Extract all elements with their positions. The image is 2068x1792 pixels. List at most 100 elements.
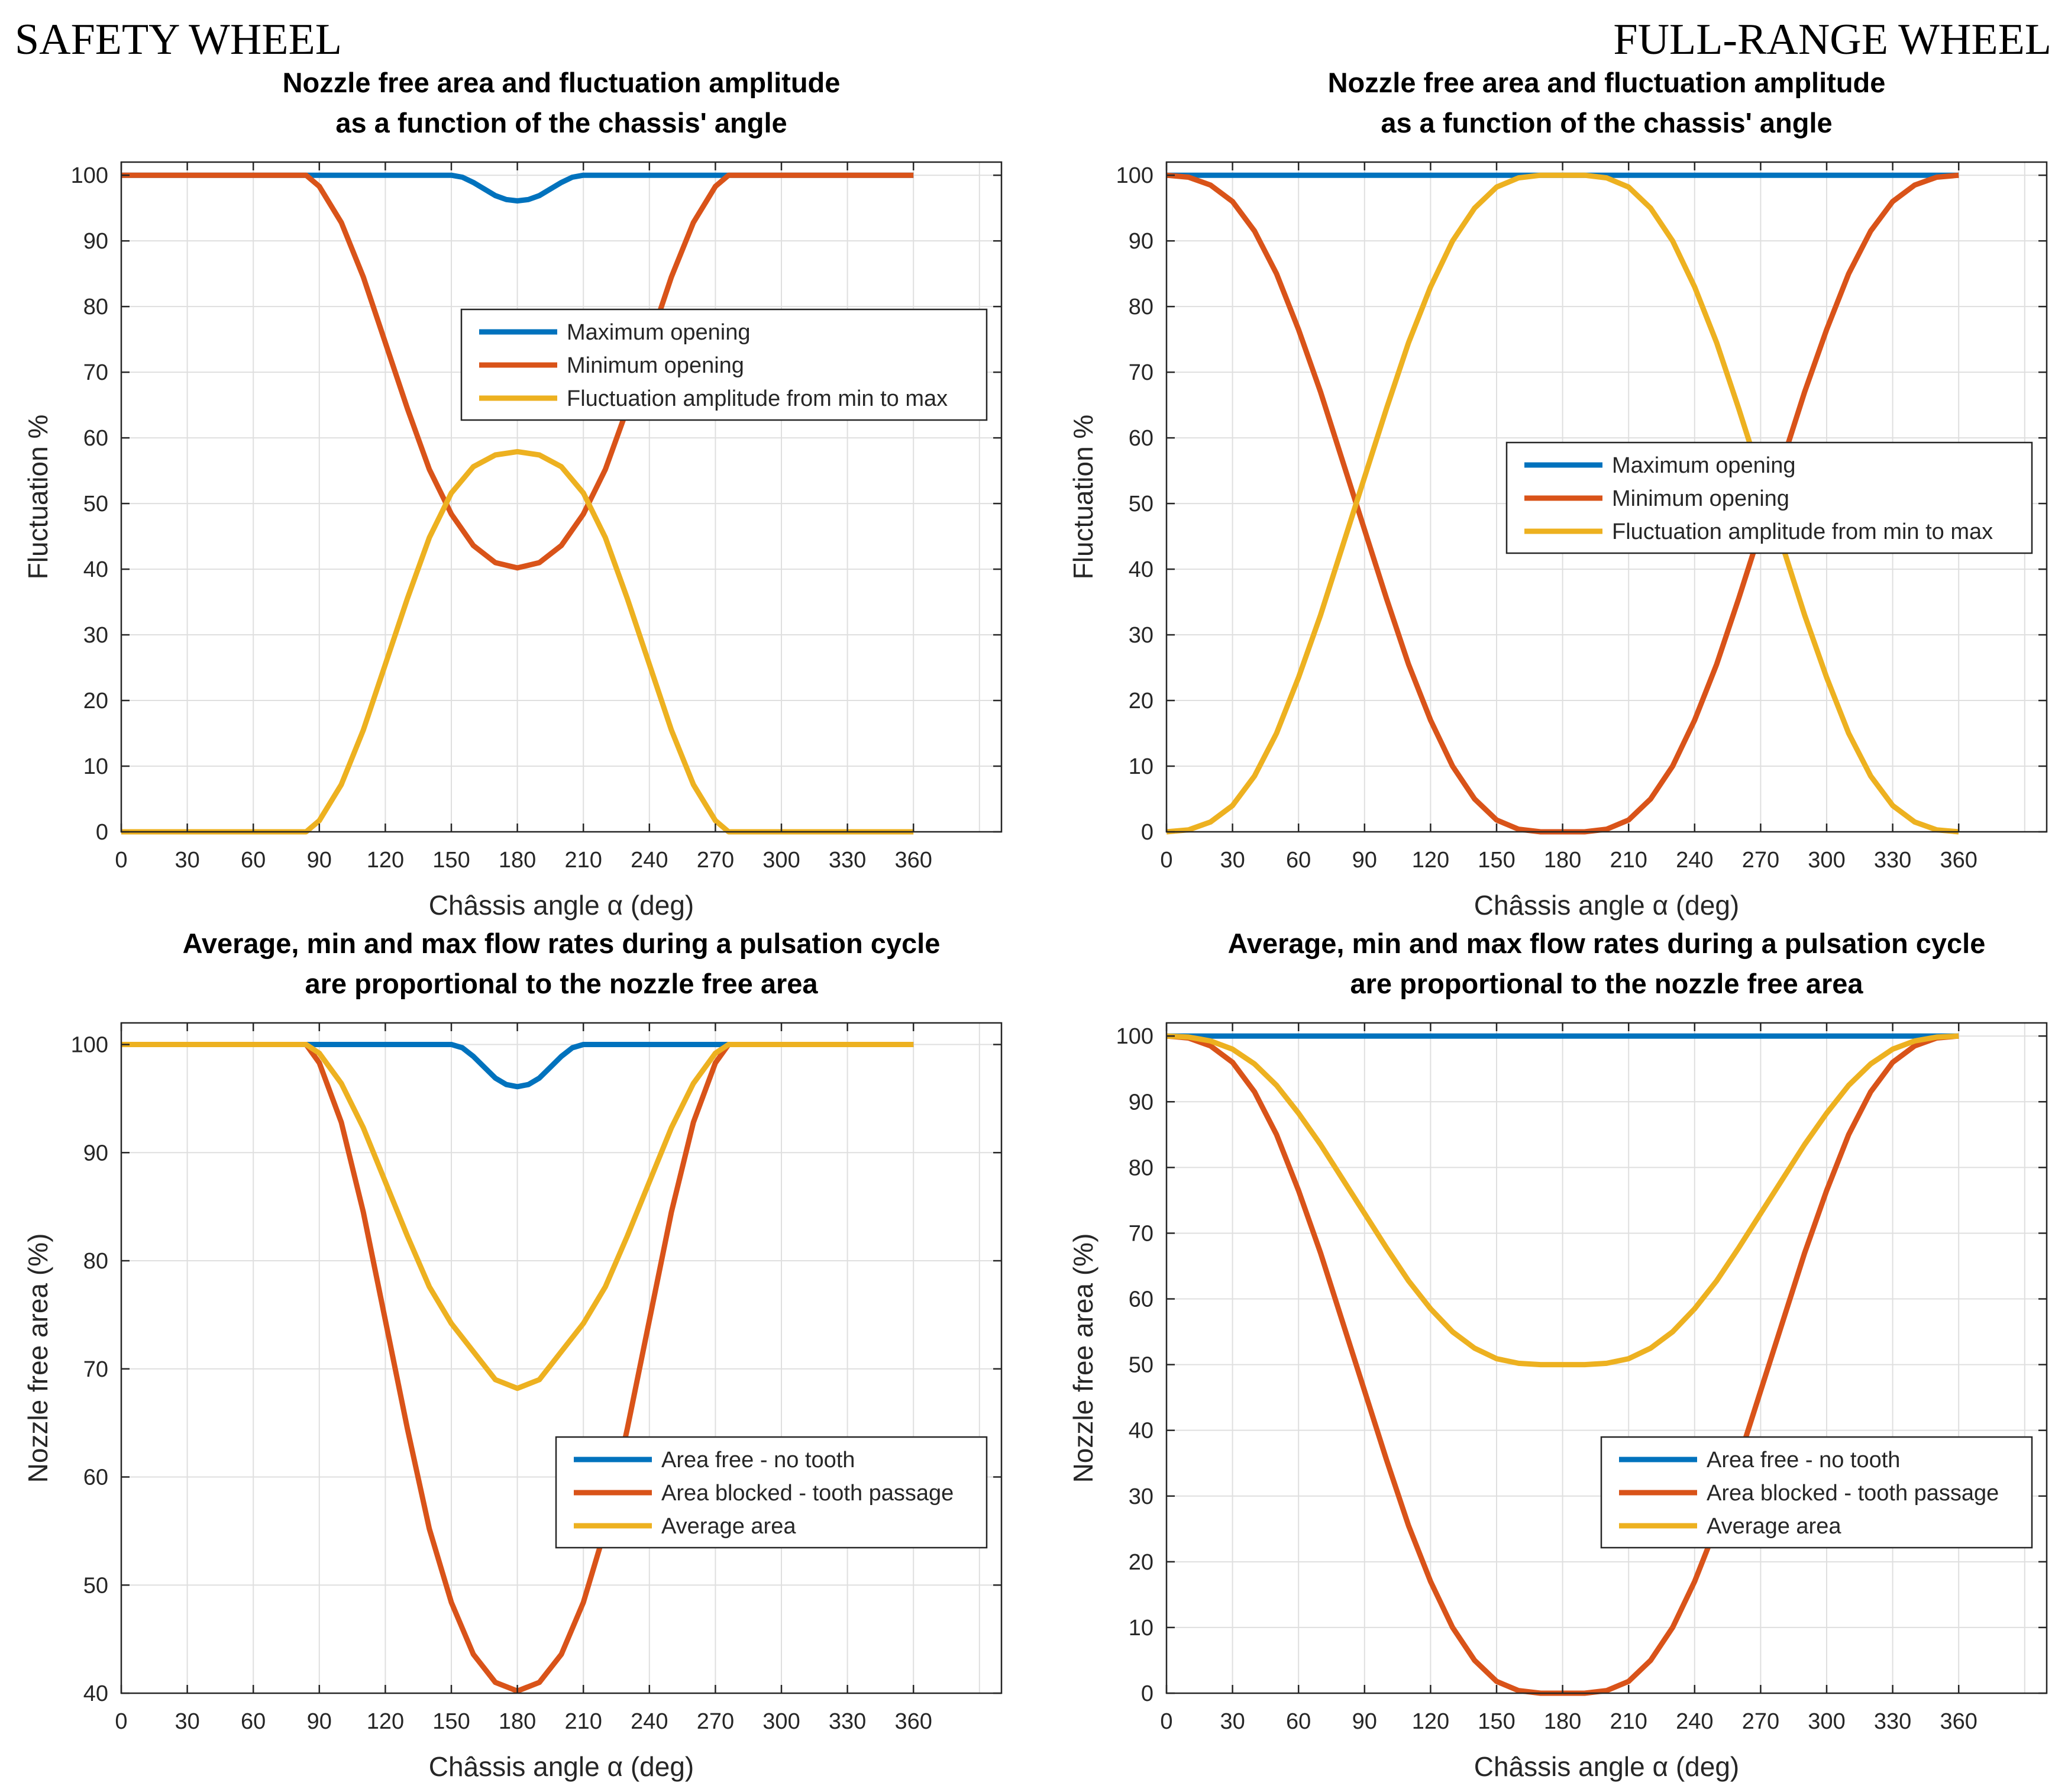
x-tick-label: 120	[1412, 1709, 1449, 1734]
x-tick-label: 240	[631, 848, 668, 873]
y-axis-label: Nozzle free area (%)	[1068, 1234, 1098, 1483]
series-line-yellow	[121, 448, 914, 835]
y-tick-label: 100	[71, 163, 108, 188]
chart-safety-bottom: 0 30 60 90 120 150 180 210 240 270 300 330 360 40 50 60…	[22, 928, 1003, 1782]
plot-area	[121, 1023, 1001, 1693]
x-tick-label: 240	[1676, 848, 1713, 873]
y-tick-label: 40	[1129, 557, 1153, 582]
y-tick-label: 50	[1129, 1353, 1153, 1378]
x-axis-label: Châssis angle α (deg)	[429, 890, 694, 921]
y-tick-label: 40	[83, 1681, 108, 1706]
x-tick-label: 360	[894, 1709, 932, 1734]
chart-title-line: as a function of the chassis' angle	[335, 107, 787, 138]
x-axis-label: Châssis angle α (deg)	[1474, 890, 1739, 921]
axes-box	[120, 1022, 1003, 1694]
y-tick-label: 0	[96, 820, 108, 845]
y-axis-label: Nozzle free area (%)	[22, 1234, 53, 1483]
x-tick-label: 120	[367, 1709, 404, 1734]
x-tick-label: 330	[829, 1709, 866, 1734]
series-line-orange	[121, 172, 914, 571]
x-tick-label: 210	[1610, 1709, 1647, 1734]
y-tick-label: 80	[1129, 1155, 1153, 1180]
legend-entry: Area blocked - tooth passage	[661, 1481, 954, 1506]
x-axis-label: Châssis angle α (deg)	[429, 1751, 694, 1782]
y-tick-label: 60	[1129, 426, 1153, 451]
x-tick-label: 360	[1940, 1709, 1977, 1734]
axes-box	[1165, 161, 2048, 833]
axes-box	[1165, 1022, 2048, 1694]
y-tick-label: 100	[71, 1033, 108, 1058]
legend: Maximum opening Minimum opening Fluctuatio…	[1505, 441, 2033, 554]
y-tick-label: 100	[1116, 163, 1153, 188]
x-tick-label: 180	[499, 1709, 536, 1734]
x-tick-label: 330	[829, 848, 866, 873]
legend-entry: Area free - no tooth	[1707, 1448, 1900, 1473]
x-tick-label: 60	[1286, 1709, 1311, 1734]
chart-title-line: as a function of the chassis' angle	[1381, 107, 1832, 138]
legend-entry: Fluctuation amplitude from min to max	[567, 386, 948, 411]
y-tick-label: 10	[1129, 754, 1153, 779]
y-axis-label: Fluctuation %	[1068, 415, 1098, 580]
legend: Maximum opening Minimum opening Fluctuatio…	[460, 308, 988, 421]
y-tick-label: 40	[83, 557, 108, 582]
y-tick-label: 10	[83, 754, 108, 779]
x-tick-label: 30	[1220, 1709, 1245, 1734]
legend-entry: Area free - no tooth	[661, 1448, 855, 1473]
x-tick-label: 180	[1544, 1709, 1581, 1734]
legend-entry: Area blocked - tooth passage	[1707, 1481, 1999, 1506]
series-line-yellow	[121, 1042, 914, 1391]
y-tick-label: 70	[83, 1357, 108, 1382]
x-tick-label: 330	[1874, 848, 1911, 873]
legend-entry: Fluctuation amplitude from min to max	[1612, 519, 1993, 544]
full-range-wheel-heading: FULL-RANGE WHEEL	[1613, 15, 2051, 64]
x-tick-label: 210	[564, 848, 602, 873]
x-tick-label: 270	[697, 1709, 734, 1734]
x-tick-label: 330	[1874, 1709, 1911, 1734]
x-tick-label: 270	[697, 848, 734, 873]
x-tick-label: 90	[1352, 1709, 1377, 1734]
x-tick-label: 0	[115, 848, 127, 873]
y-tick-label: 90	[1129, 1090, 1153, 1115]
x-tick-label: 90	[1352, 848, 1377, 873]
x-tick-label: 360	[1940, 848, 1977, 873]
legend-entry: Minimum opening	[567, 353, 744, 378]
legend-entry: Maximum opening	[1612, 453, 1795, 478]
y-tick-label: 100	[1116, 1024, 1153, 1049]
x-tick-label: 0	[1160, 848, 1172, 873]
y-tick-label: 60	[1129, 1287, 1153, 1312]
x-tick-label: 120	[367, 848, 404, 873]
y-tick-label: 30	[83, 623, 108, 648]
y-tick-label: 80	[83, 295, 108, 319]
legend-entry: Maximum opening	[567, 320, 750, 345]
x-tick-label: 300	[1808, 1709, 1845, 1734]
chart-full-top: 0 30 60 90 120 150 180 210 240 270 300 330 360 0 10 20 3…	[1068, 67, 2048, 921]
y-tick-label: 0	[1141, 820, 1153, 845]
chart-title-line: Nozzle free area and fluctuation amplitu…	[1328, 67, 1886, 98]
y-tick-label: 90	[1129, 229, 1153, 254]
y-tick-label: 90	[83, 229, 108, 254]
y-tick-label: 40	[1129, 1419, 1153, 1444]
y-tick-label: 70	[1129, 360, 1153, 385]
x-tick-label: 210	[564, 1709, 602, 1734]
x-tick-label: 0	[115, 1709, 127, 1734]
chart-title-line: are proportional to the nozzle free area	[1350, 968, 1863, 999]
x-tick-label: 150	[1478, 848, 1515, 873]
y-tick-label: 30	[1129, 1484, 1153, 1509]
x-tick-label: 300	[762, 1709, 800, 1734]
y-tick-label: 60	[83, 426, 108, 451]
y-tick-label: 50	[83, 1573, 108, 1598]
series-line-blue	[121, 172, 914, 204]
y-tick-label: 20	[1129, 689, 1153, 713]
y-tick-label: 20	[1129, 1550, 1153, 1575]
x-tick-label: 240	[631, 1709, 668, 1734]
safety-wheel-heading: SAFETY WHEEL	[15, 15, 342, 64]
x-tick-label: 300	[762, 848, 800, 873]
y-tick-label: 60	[83, 1465, 108, 1490]
x-tick-label: 30	[175, 848, 199, 873]
plot-area	[121, 162, 1001, 832]
axes-box	[120, 161, 1003, 833]
x-tick-label: 90	[307, 1709, 332, 1734]
x-tick-label: 150	[432, 1709, 470, 1734]
y-tick-label: 20	[83, 689, 108, 713]
